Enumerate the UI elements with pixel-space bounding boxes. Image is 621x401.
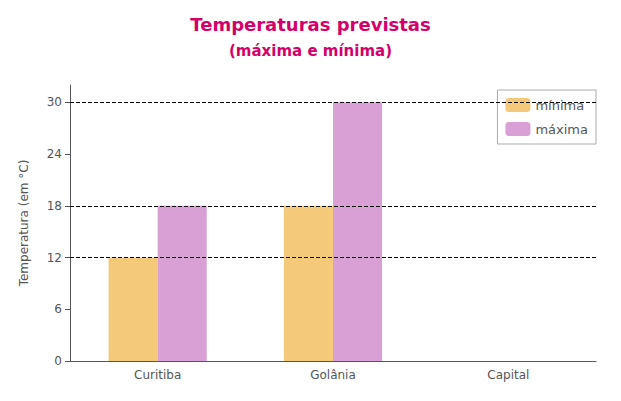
svg-text:mínima: mínima [535,98,584,113]
svg-text:máxima: máxima [535,122,588,137]
svg-text:Golânia: Golânia [310,368,356,382]
svg-text:(máxima e mínima): (máxima e mínima) [229,42,392,60]
svg-text:30: 30 [47,95,62,109]
svg-text:18: 18 [47,199,62,213]
svg-text:0: 0 [54,354,62,368]
svg-text:24: 24 [47,147,62,161]
svg-text:Temperaturas previstas: Temperaturas previstas [190,14,430,35]
svg-text:Curitiba: Curitiba [134,368,181,382]
svg-text:Capital: Capital [487,368,529,382]
svg-text:12: 12 [47,251,62,265]
svg-text:6: 6 [54,302,62,316]
svg-text:Temperatura (em °C): Temperatura (em °C) [17,160,31,288]
